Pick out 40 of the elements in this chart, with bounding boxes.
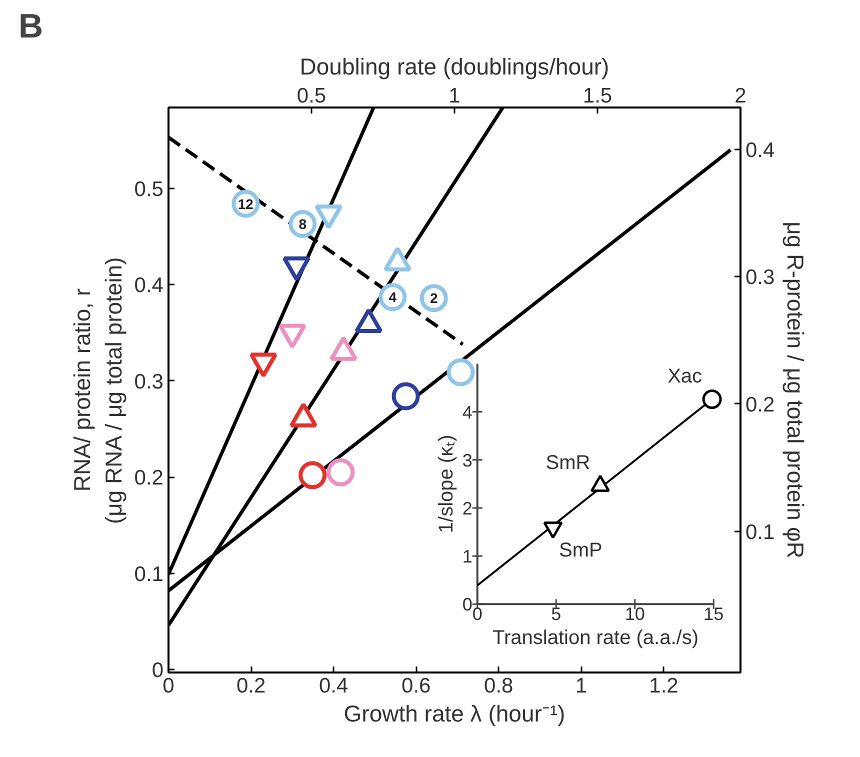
y2-tick-label: 0.2 (746, 394, 775, 416)
y-tick-label: 0.3 (134, 370, 164, 394)
text: B (18, 8, 44, 46)
x-axis-title: Growth rate λ (hour⁻¹) (344, 700, 566, 726)
y-tick-label: 0.2 (134, 466, 164, 490)
x-tick-label: 1.2 (649, 674, 678, 698)
y2-tick-label: 0.3 (746, 266, 775, 290)
x-axis-title: Translation rate (a.a./s) (492, 627, 699, 650)
annotation: Xac (668, 365, 702, 388)
annotation: 12 (238, 196, 254, 212)
x-tick-label: 0.6 (402, 674, 431, 698)
x2-axis-title: Doubling rate (doublings/hour) (300, 54, 610, 80)
x-tick-label: 5 (551, 604, 562, 624)
y-tick-label: 2 (462, 498, 472, 518)
x-tick-label: 0.8 (484, 674, 514, 698)
annotation: 2 (430, 290, 438, 306)
x-tick-label: 15 (704, 604, 724, 624)
y2-axis-title: μg R-protein / μg total protein φR (782, 222, 809, 558)
x-tick-label: 10 (624, 604, 645, 624)
y2-tick-label: 0.4 (746, 138, 776, 162)
y-tick-label: 3 (462, 450, 472, 470)
x-tick-label: 0.4 (318, 674, 348, 698)
y-tick-label: 0 (152, 659, 164, 682)
y2-tick-label: 0.1 (746, 520, 775, 544)
annotation: SmR (546, 452, 590, 474)
y-axis-title: 1/slope (κₜ) (435, 434, 458, 534)
y-tick-label: 1 (462, 546, 472, 567)
y-axis-title: RNA/ protein ratio, r (μg RNA / μg total protein) (69, 257, 126, 524)
y-tick-label: 0.4 (134, 274, 164, 298)
annotation: SmP (558, 540, 602, 562)
x-tick-label: 1 (575, 674, 588, 698)
x2-tick-label: 2 (734, 84, 746, 108)
x2-tick-label: 1.5 (582, 84, 612, 108)
y-tick-label: 0.5 (134, 178, 164, 201)
x-tick-label: 0.2 (236, 674, 266, 698)
y-tick-label: 4 (462, 402, 472, 422)
y-tick-label: 0.1 (134, 562, 164, 586)
annotation: 8 (298, 216, 307, 232)
x2-tick-label: 0.5 (296, 84, 326, 108)
annotation: 4 (388, 289, 397, 306)
